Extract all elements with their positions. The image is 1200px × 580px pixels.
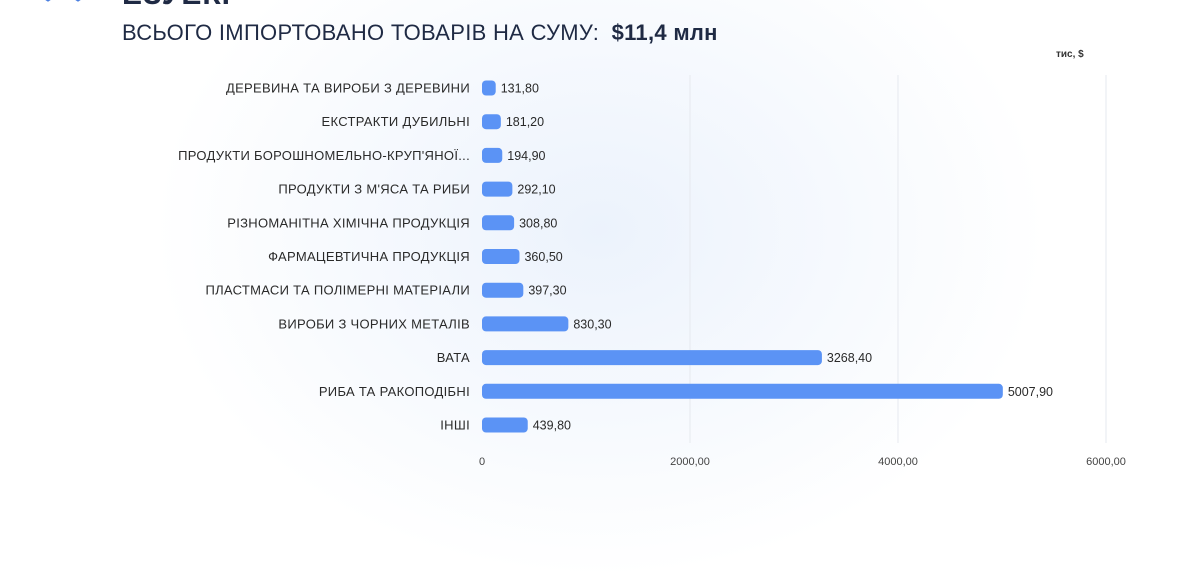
category-label: ВИРОБИ З ЧОРНИХ МЕТАЛІВ bbox=[278, 316, 470, 331]
category-label: ПРОДУКТИ З М'ЯСА ТА РИБИ bbox=[278, 182, 470, 197]
bar-chart: 0 2000,00 4000,00 6000,00 ДЕРЕВИНА ТА ВИРОБИ… bbox=[178, 75, 1126, 468]
category-label: РІЗНОМАНІТНА ХІМІЧНА ПРОДУКЦІЯ bbox=[227, 215, 470, 230]
category-label: ІНШІ bbox=[440, 418, 470, 433]
bar bbox=[482, 249, 520, 264]
data-label: 5007,90 bbox=[1008, 385, 1053, 399]
bar bbox=[482, 215, 515, 231]
x-tick-label: 4000,00 bbox=[878, 456, 918, 468]
data-label: 292,10 bbox=[517, 183, 555, 197]
bar bbox=[482, 181, 513, 197]
bar bbox=[482, 80, 496, 96]
bar bbox=[482, 350, 822, 366]
data-label: 308,80 bbox=[519, 216, 557, 230]
bar bbox=[482, 282, 524, 298]
category-label: ВАТА bbox=[437, 350, 470, 365]
data-label: 3268,40 bbox=[827, 351, 872, 365]
data-label: 830,30 bbox=[573, 317, 611, 331]
category-label: ФАРМАЦЕВТИЧНА ПРОДУКЦІЯ bbox=[268, 249, 470, 264]
data-label: 181,20 bbox=[506, 115, 544, 129]
page-title: ВСЬОГО ІМПОРТОВАНО ТОВАРІВ НА СУМУ: $11,… bbox=[122, 20, 718, 46]
title-total: $11,4 млн bbox=[611, 20, 718, 45]
bar bbox=[482, 417, 528, 433]
category-label: РИБА ТА РАКОПОДІБНІ bbox=[319, 384, 470, 399]
data-label: 439,80 bbox=[533, 419, 571, 433]
bar bbox=[482, 147, 503, 163]
x-tick-label: 6000,00 bbox=[1086, 456, 1126, 468]
category-label: ПРОДУКТИ БОРОШНОМЕЛЬНО-КРУП'ЯНОЇ... bbox=[178, 148, 470, 163]
category-label: ДЕРЕВИНА ТА ВИРОБИ З ДЕРЕВИНИ bbox=[226, 81, 470, 96]
header-fragment: ЕЗУЕКІ bbox=[122, 0, 231, 12]
bar bbox=[482, 383, 1003, 399]
category-label: ЕКСТРАКТИ ДУБИЛЬНІ bbox=[322, 114, 470, 129]
data-label: 131,80 bbox=[501, 82, 539, 96]
unit-label: тис, $ bbox=[1056, 49, 1084, 60]
data-label: 360,50 bbox=[524, 250, 562, 264]
category-label: ПЛАСТМАСИ ТА ПОЛІМЕРНІ МАТЕРІАЛИ bbox=[205, 283, 470, 298]
data-label: 194,90 bbox=[507, 149, 545, 163]
bar bbox=[482, 114, 501, 130]
bar bbox=[482, 316, 569, 332]
x-tick-label: 0 bbox=[479, 456, 485, 468]
data-label: 397,30 bbox=[528, 284, 566, 298]
title-prefix: ВСЬОГО ІМПОРТОВАНО ТОВАРІВ НА СУМУ: bbox=[122, 20, 600, 45]
x-tick-label: 2000,00 bbox=[670, 456, 710, 468]
